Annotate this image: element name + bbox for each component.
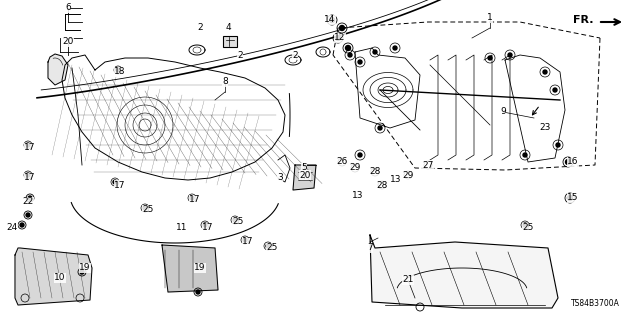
Polygon shape: [15, 248, 92, 305]
Text: 25: 25: [142, 205, 154, 214]
Text: 16: 16: [567, 157, 579, 166]
Circle shape: [113, 180, 117, 184]
Text: 29: 29: [349, 164, 361, 172]
Polygon shape: [293, 165, 316, 190]
Circle shape: [543, 70, 547, 74]
Polygon shape: [162, 245, 218, 292]
Text: 11: 11: [176, 223, 188, 233]
Circle shape: [243, 238, 247, 242]
Text: 12: 12: [334, 34, 346, 43]
Text: 17: 17: [189, 196, 201, 204]
Text: 5: 5: [301, 164, 307, 172]
Text: 17: 17: [24, 143, 36, 153]
Circle shape: [568, 196, 573, 201]
Circle shape: [378, 126, 382, 130]
Text: 25: 25: [232, 218, 244, 227]
Text: 20: 20: [300, 171, 310, 180]
Text: 13: 13: [352, 190, 364, 199]
Circle shape: [28, 196, 32, 200]
Circle shape: [523, 223, 527, 227]
Text: 19: 19: [79, 263, 91, 273]
Circle shape: [80, 270, 84, 274]
Circle shape: [556, 143, 560, 147]
Text: 28: 28: [369, 167, 381, 177]
Circle shape: [196, 290, 200, 294]
Circle shape: [26, 143, 30, 147]
Circle shape: [566, 159, 570, 164]
Text: 13: 13: [390, 175, 402, 185]
Text: 23: 23: [540, 124, 550, 132]
Text: 9: 9: [500, 108, 506, 116]
Circle shape: [523, 153, 527, 157]
Text: 21: 21: [403, 276, 413, 284]
Text: 2: 2: [237, 51, 243, 60]
Circle shape: [335, 36, 340, 41]
Circle shape: [116, 68, 120, 72]
Text: 3: 3: [277, 173, 283, 182]
Text: 27: 27: [422, 161, 434, 170]
Text: 17: 17: [243, 237, 253, 246]
Circle shape: [233, 218, 237, 222]
Polygon shape: [48, 54, 68, 85]
Text: 17: 17: [24, 173, 36, 182]
Circle shape: [508, 53, 512, 57]
Text: 28: 28: [376, 180, 388, 189]
Text: TS84B3700A: TS84B3700A: [571, 299, 620, 308]
Circle shape: [373, 50, 377, 54]
Text: 6: 6: [65, 4, 71, 12]
Polygon shape: [370, 235, 558, 308]
Text: 4: 4: [225, 23, 231, 33]
Text: 22: 22: [22, 197, 34, 206]
Circle shape: [553, 88, 557, 92]
Text: 14: 14: [324, 15, 336, 25]
Circle shape: [339, 26, 344, 30]
Text: 17: 17: [115, 180, 125, 189]
Circle shape: [26, 173, 30, 177]
Text: 24: 24: [6, 223, 18, 233]
Text: 8: 8: [222, 77, 228, 86]
Text: 1: 1: [487, 13, 493, 22]
Circle shape: [393, 46, 397, 50]
Circle shape: [358, 153, 362, 157]
Circle shape: [330, 18, 335, 22]
Text: 7: 7: [367, 244, 373, 252]
Circle shape: [203, 223, 207, 227]
Circle shape: [488, 56, 492, 60]
Circle shape: [266, 244, 270, 248]
Text: 20: 20: [62, 37, 74, 46]
Circle shape: [346, 45, 351, 51]
Text: 26: 26: [336, 157, 348, 166]
Text: 25: 25: [266, 244, 278, 252]
Circle shape: [190, 196, 194, 200]
Text: 19: 19: [195, 263, 205, 273]
Circle shape: [358, 60, 362, 64]
Circle shape: [26, 213, 30, 217]
Text: 15: 15: [567, 194, 579, 203]
Text: 2: 2: [197, 23, 203, 33]
Text: 25: 25: [522, 223, 534, 233]
Circle shape: [348, 53, 352, 57]
FancyBboxPatch shape: [223, 36, 237, 47]
Circle shape: [20, 223, 24, 227]
Text: 2: 2: [292, 51, 298, 60]
Text: FR.: FR.: [573, 15, 593, 25]
Text: 29: 29: [403, 171, 413, 180]
Text: 18: 18: [115, 68, 125, 76]
Text: 10: 10: [54, 274, 66, 283]
Circle shape: [143, 206, 147, 210]
Text: 17: 17: [202, 223, 214, 233]
